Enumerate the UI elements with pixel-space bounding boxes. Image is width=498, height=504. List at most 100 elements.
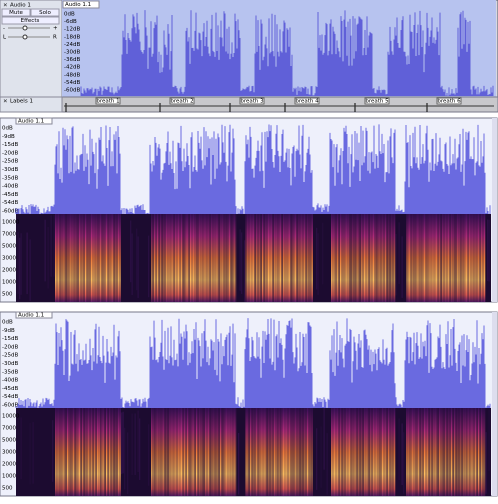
spectrogram-column xyxy=(265,214,267,302)
spectrogram-column xyxy=(250,408,252,496)
spectrogram-column xyxy=(64,214,66,302)
spectrogram-column xyxy=(227,214,229,302)
pan-thumb[interactable] xyxy=(22,34,28,40)
spectrogram-column xyxy=(362,408,364,496)
spectrogram-column xyxy=(454,214,456,302)
freq-tick-label: 500 xyxy=(2,292,13,298)
spectrogram-column xyxy=(232,408,234,496)
spectrogram-column xyxy=(376,214,378,302)
freq-tick-label: 5000 xyxy=(2,244,16,250)
spectrogram-column xyxy=(119,408,121,496)
close-icon[interactable]: × xyxy=(3,99,8,105)
spectrogram-column xyxy=(271,408,273,496)
spectrogram-column xyxy=(455,214,457,302)
spectrogram-noise xyxy=(487,219,489,282)
spectrogram-column xyxy=(218,408,220,496)
spectrogram-column xyxy=(85,214,87,302)
spectrogram-column xyxy=(472,214,474,302)
spectrogram-column xyxy=(230,408,232,496)
spectrogram-column xyxy=(220,408,222,496)
spectrogram-column xyxy=(446,408,448,496)
clip-name: Audio 1.1 xyxy=(18,313,44,319)
spectrogram-column xyxy=(373,214,375,302)
spectrogram-column xyxy=(56,214,58,302)
db-tick-label: -60dB xyxy=(2,209,18,215)
spectrogram-column xyxy=(199,214,201,302)
spectrogram-column xyxy=(73,214,75,302)
spectrogram-column xyxy=(379,214,381,302)
spectrogram-column xyxy=(80,214,82,302)
solo-button[interactable] xyxy=(30,8,60,17)
spectrogram-column xyxy=(361,408,363,496)
spectrogram-column xyxy=(173,408,175,496)
spectrogram-noise xyxy=(137,410,139,473)
spectrogram-column xyxy=(284,214,286,302)
mute-label[interactable]: Mute xyxy=(9,10,23,16)
spectrogram-column xyxy=(365,214,367,302)
freq-tick-label: 3000 xyxy=(2,256,16,262)
spectrogram-column xyxy=(257,214,259,302)
spectrogram-column xyxy=(172,408,174,496)
db-tick-label: -36dB xyxy=(64,57,80,63)
effects-button[interactable] xyxy=(1,16,60,25)
spectrogram-column xyxy=(94,408,96,496)
spectrogram-column xyxy=(245,214,247,302)
spectrogram-column xyxy=(209,408,211,496)
gain-thumb[interactable] xyxy=(22,25,28,31)
spectrogram-column xyxy=(268,408,270,496)
spectrogram-column xyxy=(425,214,427,302)
label-text: breath 1 xyxy=(96,99,119,105)
spectrogram-column xyxy=(97,214,99,302)
spectrogram-noise xyxy=(29,239,31,301)
db-tick-label: 0dB xyxy=(2,320,13,326)
spectrogram-column xyxy=(197,408,199,496)
spectrogram-column xyxy=(65,408,67,496)
spectrogram-column xyxy=(290,408,292,496)
spectrogram-column xyxy=(92,408,94,496)
spectrogram-column xyxy=(71,408,73,496)
spectrogram-column xyxy=(119,214,121,302)
spectrogram-column xyxy=(301,408,303,496)
spectrogram-column xyxy=(116,408,118,496)
spectrogram-column xyxy=(416,408,418,496)
spectrogram-column xyxy=(275,408,277,496)
mute-button[interactable] xyxy=(1,8,31,17)
spectrogram-column xyxy=(74,214,76,302)
spectrogram-column xyxy=(263,214,265,302)
effects-label[interactable]: Effects xyxy=(21,18,40,24)
spectrogram-column xyxy=(193,214,195,302)
waveform xyxy=(15,318,491,408)
spectrogram-column xyxy=(185,214,187,302)
track-name[interactable]: Audio 1 xyxy=(10,3,31,9)
freq-tick-label: 5000 xyxy=(2,438,16,444)
spectrogram-column xyxy=(394,408,396,496)
db-tick-label: -54dB xyxy=(64,80,80,86)
spectrogram-column xyxy=(437,408,439,496)
spectrogram-noise xyxy=(32,422,34,484)
spectrogram-column xyxy=(302,408,304,496)
spectrogram-column xyxy=(410,408,412,496)
spectrogram-column xyxy=(91,214,93,302)
spectrogram-column xyxy=(394,214,396,302)
spectrogram-column xyxy=(281,214,283,302)
spectrogram-column xyxy=(175,408,177,496)
solo-label[interactable]: Solo xyxy=(39,10,51,16)
db-tick-label: -54dB xyxy=(2,394,18,400)
spectrogram-column xyxy=(283,214,285,302)
spectrogram-column xyxy=(335,214,337,302)
spectrogram-column xyxy=(406,214,408,302)
spectrogram-column xyxy=(293,214,295,302)
spectrogram-column xyxy=(379,408,381,496)
spectrogram-column xyxy=(377,408,379,496)
spectrogram-column xyxy=(287,214,289,302)
spectrogram-column xyxy=(169,408,171,496)
close-icon[interactable]: × xyxy=(3,3,8,9)
spectrogram-column xyxy=(199,408,201,496)
spectrogram-column xyxy=(409,408,411,496)
spectrogram-column xyxy=(116,214,118,302)
label-track-name[interactable]: Labels 1 xyxy=(10,99,33,105)
spectrogram-column xyxy=(461,408,463,496)
spectrogram-column xyxy=(437,214,439,302)
spectrogram-column xyxy=(389,214,391,302)
spectrogram-column xyxy=(416,214,418,302)
